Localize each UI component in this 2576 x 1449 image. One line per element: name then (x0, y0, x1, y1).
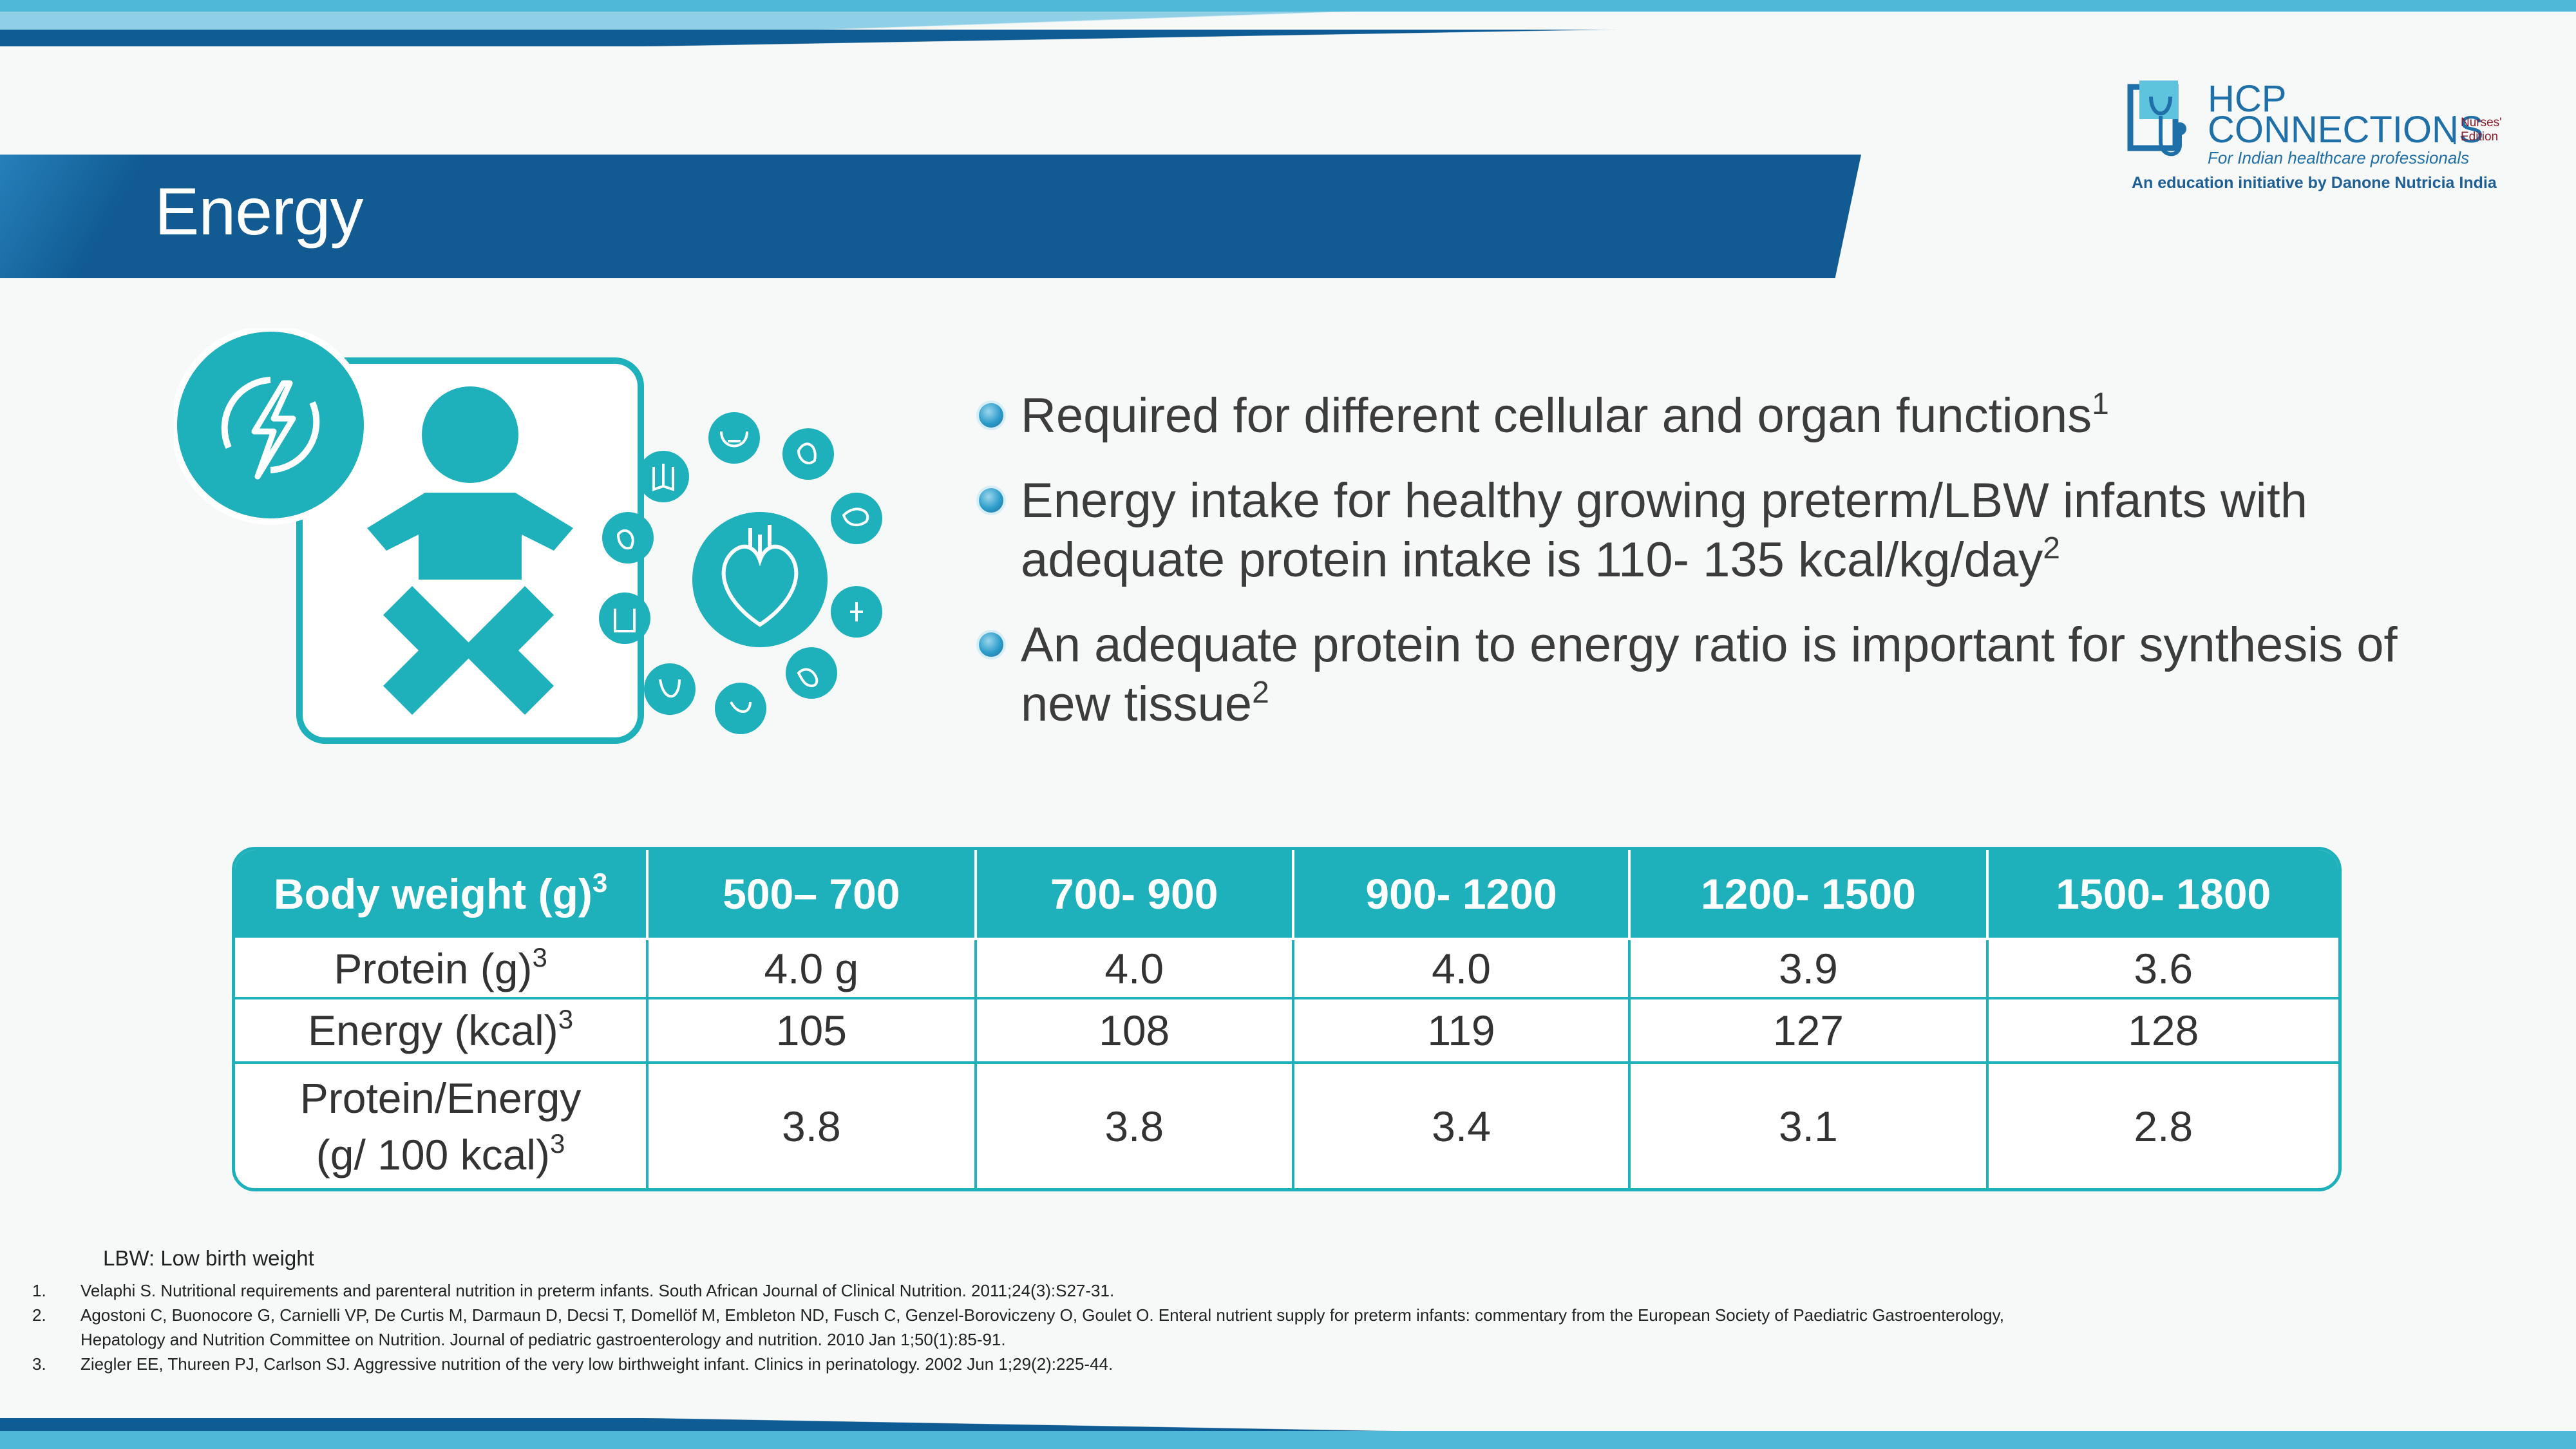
heart-icon (721, 525, 799, 627)
reference-number: 2. (32, 1305, 46, 1325)
logo-hcp-text: HCP (2208, 78, 2287, 120)
table-cell: 128 (1985, 997, 2338, 1064)
bullet-text: An adequate protein to energy ratio is i… (1021, 618, 2398, 732)
infant-energy-illustration (174, 328, 882, 744)
reference-text: Ziegler EE, Thureen PJ, Carlson SJ. Aggr… (80, 1354, 1113, 1374)
table-cell: 119 (1291, 997, 1631, 1064)
table-header-cell: 1500- 1800 (1985, 850, 2338, 940)
bullet-item: An adequate protein to energy ratio is i… (979, 616, 2415, 734)
table-row: Protein (g)3 4.0 g 4.0 4.0 3.9 3.6 (235, 938, 2338, 999)
table-header-cell: 1200- 1500 (1628, 850, 1989, 940)
table-cell: 3.8 (974, 1061, 1294, 1188)
bullet-reference: 1 (2092, 387, 2109, 421)
table-cell: 4.0 (1291, 938, 1631, 999)
gallbladder-icon (850, 602, 863, 621)
baby-icon (367, 386, 573, 715)
logo-tagline: For Indian healthcare professionals (2208, 148, 2470, 167)
table-header-cell: Body weight (g)3 (235, 850, 649, 940)
logo-edition-line2: Edition (2461, 130, 2499, 144)
reference-number: 1. (32, 1281, 46, 1300)
reference-text: Hepatology and Nutrition Committee on Nu… (80, 1330, 1006, 1349)
reference-item: 2. Agostoni C, Buonocore G, Carnielli VP… (32, 1303, 2415, 1327)
bladder-icon (720, 431, 748, 448)
reference-text: Velaphi S. Nutritional requirements and … (80, 1281, 1115, 1300)
logo-edition-line1: Nurses' (2461, 116, 2502, 129)
lightning-icon (174, 328, 370, 525)
bullet-text: Energy intake for healthy growing preter… (1021, 473, 2308, 587)
logo-edition: Nurses' Edition (2454, 116, 2502, 144)
kidney-icon (730, 701, 752, 713)
reference-text: Agostoni C, Buonocore G, Carnielli VP, D… (80, 1305, 2004, 1325)
table-cell: 3.8 (646, 1061, 977, 1188)
abbreviation-note: LBW: Low birth weight (103, 1246, 314, 1270)
row-label: Protein/Energy (g/ 100 kcal)3 (235, 1061, 649, 1188)
stethoscope-logo-icon (2127, 80, 2186, 156)
table-header-row: Body weight (g)3 500– 700 700- 900 900- … (235, 850, 2338, 940)
bullet-item: Required for different cellular and orga… (979, 386, 2415, 446)
logo-initiative: An education initiative by Danone Nutric… (2132, 174, 2497, 192)
stomach-icon (616, 529, 634, 550)
title-banner-accent (0, 155, 142, 278)
top-stripe-dark (0, 30, 2576, 46)
bullet-dot-icon (979, 488, 1003, 513)
bullet-dot-icon (979, 403, 1003, 428)
table-header-cell: 500– 700 (646, 850, 977, 940)
logo-connections-text: CONNECTIONS (2208, 109, 2484, 151)
bottom-stripe (0, 1431, 2576, 1449)
table-cell: 4.0 g (646, 938, 977, 999)
lungs-icon (652, 464, 674, 491)
bullet-reference: 2 (1252, 676, 1269, 710)
kidneys-icon (659, 679, 681, 698)
table-cell: 3.9 (1628, 938, 1989, 999)
brain-icon (797, 442, 817, 464)
table-header-cell: 700- 900 (974, 850, 1294, 940)
references-list: 1. Velaphi S. Nutritional requirements a… (32, 1278, 2415, 1376)
bullet-dot-icon (979, 632, 1003, 657)
table-cell: 4.0 (974, 938, 1294, 999)
row-label: Protein (g)3 (235, 938, 649, 999)
table-cell: 3.4 (1291, 1061, 1631, 1188)
row-label: Energy (kcal)3 (235, 997, 649, 1064)
table-cell: 3.1 (1628, 1061, 1989, 1188)
bullet-text: Required for different cellular and orga… (1021, 388, 2092, 443)
page-title: Energy (155, 175, 364, 249)
table-row: Energy (kcal)3 105 108 119 127 128 (235, 997, 2338, 1064)
table-cell: 105 (646, 997, 977, 1064)
reference-item: 3. Ziegler EE, Thureen PJ, Carlson SJ. A… (32, 1352, 2415, 1376)
reference-item: 1. Velaphi S. Nutritional requirements a… (32, 1278, 2415, 1303)
table-cell: 3.6 (1985, 938, 2338, 999)
bullet-item: Energy intake for healthy growing preter… (979, 471, 2415, 590)
hcp-connections-logo: HCP CONNECTIONS Nurses' Edition For Indi… (2125, 71, 2537, 200)
uterus-icon (797, 668, 819, 688)
bullet-reference: 2 (2043, 531, 2060, 565)
key-points-list: Required for different cellular and orga… (979, 386, 2415, 760)
organ-ring (599, 412, 882, 734)
intestine-icon (614, 609, 636, 632)
reference-item: Hepatology and Nutrition Committee on Nu… (32, 1327, 2415, 1352)
table-cell: 127 (1628, 997, 1989, 1064)
table-row: Protein/Energy (g/ 100 kcal)3 3.8 3.8 3.… (235, 1061, 2338, 1188)
nutrition-table: Body weight (g)3 500– 700 700- 900 900- … (232, 847, 2342, 1191)
table-cell: 2.8 (1985, 1061, 2338, 1188)
liver-icon (842, 507, 869, 527)
table-header-cell: 900- 1200 (1291, 850, 1631, 940)
reference-number: 3. (32, 1354, 46, 1374)
table-cell: 108 (974, 997, 1294, 1064)
title-banner (0, 155, 1861, 278)
top-stripe (0, 0, 2576, 12)
